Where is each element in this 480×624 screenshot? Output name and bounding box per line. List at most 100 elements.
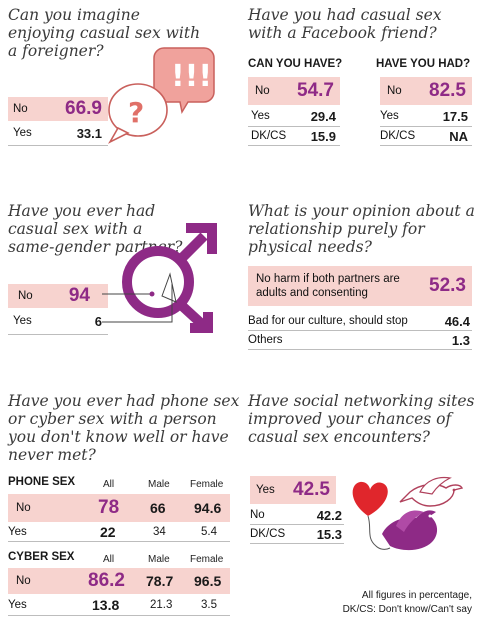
q4-others-label: Others <box>248 334 283 346</box>
q2-col2-dkcs-label: DK/CS <box>380 130 416 142</box>
q2-col2-divider-2 <box>380 145 472 146</box>
q2-question: Have you had casual sex with a Facebook … <box>248 6 442 42</box>
q5-phone-yes-label: Yes <box>8 526 27 538</box>
q4-noharm-label: No harm if both partners are adults and … <box>256 273 400 299</box>
q5-cyber-no-label: No <box>16 575 31 587</box>
q5-cyber-col-all: All <box>103 554 115 565</box>
q1-yes-label: Yes <box>13 127 32 139</box>
q5-cyber-no-female: 96.5 <box>194 573 222 589</box>
q5-cyber-divider <box>8 615 230 616</box>
q2-col2-yes-value: 17.5 <box>442 108 468 124</box>
q5-phone-row-yes: Yes 22 34 5.4 <box>8 523 230 541</box>
q5-cyber-col-male: Male <box>148 554 170 565</box>
q1-no-value: 66.9 <box>65 98 102 119</box>
q2-col2-row-yes: Yes 17.5 <box>380 107 472 125</box>
q2-col2-dkcs-value: NA <box>449 128 468 144</box>
q2-col1-row-yes: Yes 29.4 <box>248 107 340 125</box>
q4-bad-label: Bad for our culture, should stop <box>248 315 408 327</box>
q3-question: Have you ever had casual sex with a same… <box>8 202 183 256</box>
q5-cyber-yes-female: 3.5 <box>201 599 217 611</box>
q6-row-no: No 42.2 <box>250 506 344 524</box>
q5-cyber-yes-male: 21.3 <box>150 599 173 611</box>
q4-row-others: Others 1.3 <box>248 331 472 349</box>
q5-phone-col-female: Female <box>190 479 224 490</box>
q5-cyber-yes-label: Yes <box>8 599 27 611</box>
q5-phone-no-female: 94.6 <box>194 500 222 516</box>
q5-phone-title: PHONE SEX <box>8 476 76 488</box>
q1-divider <box>8 145 108 146</box>
q5-cyber-col-female: Female <box>190 554 224 565</box>
q6-question: Have social networking sites improved yo… <box>248 392 475 446</box>
q2-col1-divider-1 <box>248 126 340 127</box>
q5-phone-yes-female: 5.4 <box>201 526 217 538</box>
q5-phone-divider <box>8 541 230 542</box>
q3-no-label: No <box>18 290 33 302</box>
q1-question: Can you imagine enjoying casual sex with… <box>8 6 201 60</box>
q4-divider-1 <box>248 330 472 331</box>
q5-cyber-row-no: No 86.2 78.7 96.5 <box>8 568 230 594</box>
q2-col1-yes-value: 29.4 <box>310 108 336 124</box>
q2-col1-dkcs-value: 15.9 <box>310 128 336 144</box>
q3-row-no: No 94 <box>8 284 108 308</box>
q5-cyber-row-yes: Yes 13.8 21.3 3.5 <box>8 596 230 614</box>
q6-divider-2 <box>250 543 344 544</box>
q5-phone-no-all: 78 <box>98 497 120 518</box>
q5-question: Have you ever had phone sex or cyber sex… <box>8 392 240 464</box>
footnote-line1: All figures in percentage, <box>361 590 472 601</box>
q2-col2-row-dkcs: DK/CS NA <box>380 127 472 145</box>
q4-others-value: 1.3 <box>451 332 470 348</box>
gender-symbol-icon <box>102 223 217 333</box>
q3-no-value: 94 <box>68 285 90 306</box>
footnote-line2: DK/CS: Don't know/Can't say <box>342 604 472 615</box>
q5-cyber-yes-all: 13.8 <box>92 597 120 613</box>
q4-row-noharm: No harm if both partners are adults and … <box>248 266 472 306</box>
q6-no-label: No <box>250 509 265 521</box>
q3-yes-label: Yes <box>13 315 32 327</box>
q5-phone-yes-all: 22 <box>100 524 116 540</box>
q4-noharm-value: 52.3 <box>429 275 466 296</box>
q2-col1-row-dkcs: DK/CS 15.9 <box>248 127 340 145</box>
q2-col1-no-label: No <box>255 85 270 97</box>
q2-col2-row-no: No 82.5 <box>380 77 472 105</box>
svg-text:?: ? <box>128 96 144 129</box>
q2-col1-row-no: No 54.7 <box>248 77 340 105</box>
q6-yes-label: Yes <box>256 484 275 496</box>
q2-col1-no-value: 54.7 <box>297 80 334 101</box>
q2-col2-no-label: No <box>387 85 402 97</box>
q5-cyber-no-all: 86.2 <box>88 570 125 591</box>
q6-divider-1 <box>250 524 344 525</box>
speech-bubbles-icon: !!! ? <box>107 47 215 144</box>
q5-phone-yes-male: 34 <box>153 526 166 538</box>
q1-row-yes: Yes 33.1 <box>8 124 108 142</box>
q3-row-yes: Yes 6 <box>8 312 108 330</box>
q2-col1-dkcs-label: DK/CS <box>251 130 287 142</box>
q3-divider <box>8 334 108 335</box>
q4-question: What is your opinion about a relationshi… <box>248 202 475 256</box>
q4-bad-value: 46.4 <box>444 313 470 329</box>
q6-row-yes: Yes 42.5 <box>250 476 336 504</box>
q2-col1-header: CAN YOU HAVE? <box>248 58 343 70</box>
birds-heart-icon <box>352 476 464 551</box>
q1-yes-value: 33.1 <box>76 125 102 141</box>
q5-phone-col-male: Male <box>148 479 170 490</box>
q1-no-label: No <box>13 103 28 115</box>
q2-col2-yes-label: Yes <box>380 110 399 122</box>
q2-col1-yes-label: Yes <box>251 110 270 122</box>
q2-col1-divider-2 <box>248 145 340 146</box>
q4-divider-2 <box>248 349 472 350</box>
q6-yes-value: 42.5 <box>293 479 330 500</box>
q5-phone-no-label: No <box>16 502 31 514</box>
q5-phone-row-no: No 78 66 94.6 <box>8 494 230 522</box>
q1-row-no: No 66.9 <box>8 97 108 121</box>
q6-no-value: 42.2 <box>316 507 342 523</box>
q2-col2-divider-1 <box>380 126 472 127</box>
q6-row-dkcs: DK/CS 15.3 <box>250 525 344 543</box>
q6-dkcs-label: DK/CS <box>250 528 286 540</box>
q5-phone-no-male: 66 <box>150 500 166 516</box>
q2-col2-no-value: 82.5 <box>429 80 466 101</box>
q5-cyber-title: CYBER SEX <box>8 551 75 563</box>
q5-cyber-no-male: 78.7 <box>146 573 174 589</box>
svg-text:!!!: !!! <box>171 59 212 94</box>
q2-col2-header: HAVE YOU HAD? <box>376 58 471 70</box>
q5-phone-col-all: All <box>103 479 115 490</box>
